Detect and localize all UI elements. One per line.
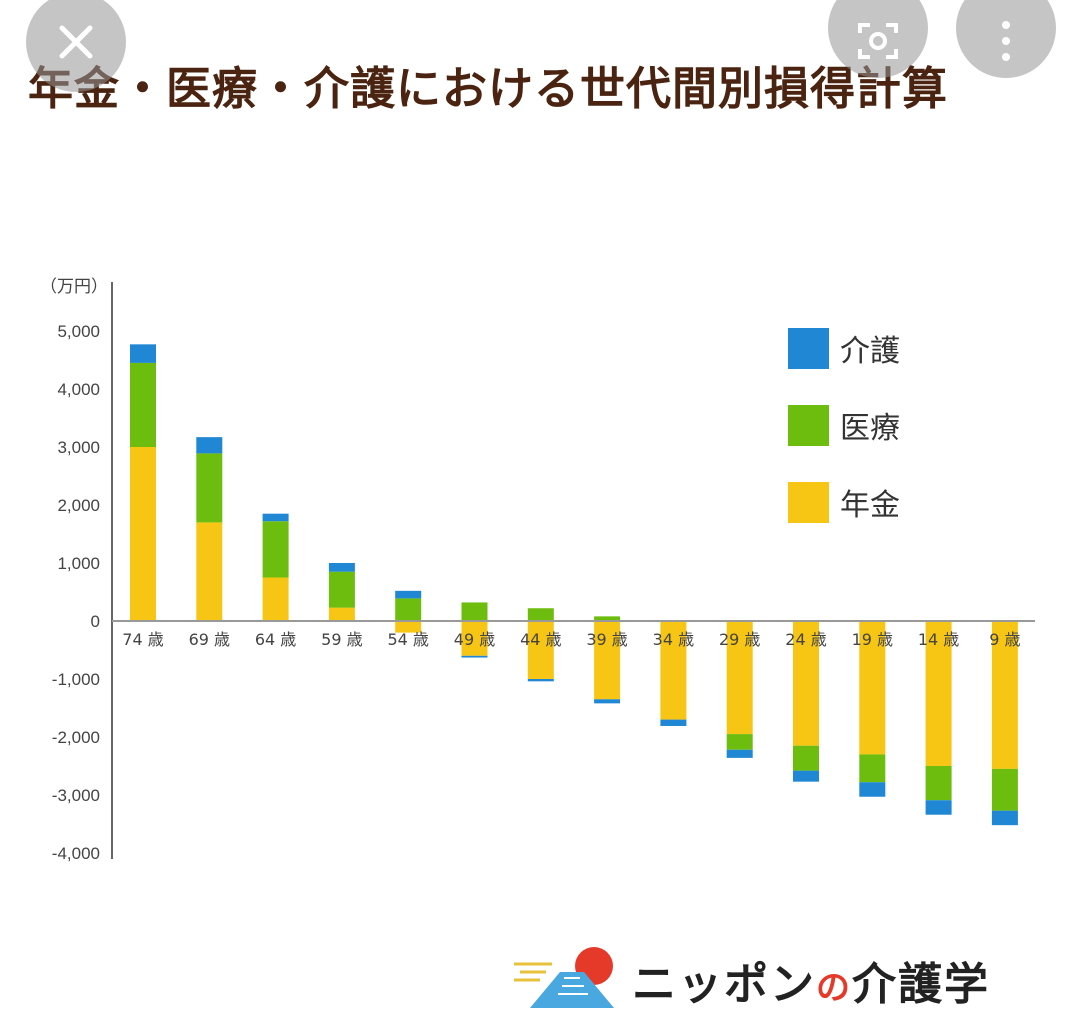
chart-title: 年金・医療・介護における世代間別損得計算 — [28, 62, 949, 115]
x-tick-label: 14 歳 — [918, 630, 959, 649]
x-tick-label: 74 歳 — [122, 630, 163, 649]
legend-label: 年金 — [840, 488, 900, 523]
bar-segment — [395, 621, 422, 633]
logo-text: ニッポンの介護学 — [632, 959, 990, 1010]
bar-segment — [262, 513, 289, 522]
bar-segment — [793, 621, 819, 746]
y-tick-label: -2,000 — [52, 728, 100, 747]
bar-segment — [925, 800, 952, 815]
x-tick-label: 34 歳 — [653, 630, 694, 649]
bar-segment — [726, 734, 753, 750]
x-tick-label: 54 歳 — [387, 630, 428, 649]
bar-segment — [594, 621, 621, 700]
bar-segment — [461, 602, 488, 621]
y-tick-label: -3,000 — [52, 786, 100, 805]
y-tick-label: 0 — [91, 612, 100, 631]
bar-segment — [859, 754, 886, 783]
y-tick-label: 2,000 — [57, 496, 100, 515]
bar-segment — [726, 749, 753, 758]
bar-segment — [660, 621, 687, 720]
x-tick-label: 64 歳 — [255, 630, 296, 649]
bar-segment — [461, 621, 488, 656]
bar-segment — [991, 768, 1018, 811]
bar-segment — [859, 621, 886, 755]
more-options-button[interactable] — [956, 0, 1056, 78]
bar-segment — [859, 782, 886, 797]
lens-button[interactable] — [828, 0, 928, 78]
legend-swatch — [788, 405, 829, 446]
legend-swatch — [788, 328, 829, 369]
close-button[interactable] — [26, 0, 126, 92]
bar-segment — [925, 766, 952, 801]
y-tick-label: 4,000 — [57, 380, 100, 399]
bar-segment — [991, 621, 1018, 769]
bar-segment — [925, 621, 952, 766]
x-tick-label: 9 歳 — [989, 630, 1020, 649]
legend-label: 介護 — [840, 334, 900, 369]
bar-segment — [328, 563, 355, 572]
logo-mountain-sun-icon — [514, 947, 614, 1008]
bar-segment — [130, 344, 156, 363]
bar-segment — [262, 577, 289, 621]
bar-segment — [130, 447, 156, 621]
bar-segment — [793, 770, 819, 782]
bar-segment — [196, 437, 223, 454]
x-tick-label: 49 歳 — [454, 630, 495, 649]
x-tick-label: 44 歳 — [520, 630, 561, 649]
lens-icon — [858, 23, 898, 59]
bar-segment — [395, 590, 422, 599]
close-icon — [59, 25, 93, 59]
bar-segment — [527, 621, 554, 679]
y-tick-label: -4,000 — [52, 844, 100, 863]
x-tick-label: 39 歳 — [586, 630, 627, 649]
legend-swatch — [788, 482, 829, 523]
bar-segment — [328, 607, 355, 621]
bar-segment — [196, 522, 223, 621]
bar-segment — [594, 616, 621, 621]
bar-segment — [262, 521, 289, 578]
bar-segment — [395, 598, 422, 621]
bar-segment — [527, 608, 554, 621]
x-tick-label: 59 歳 — [321, 630, 362, 649]
more-icon — [1002, 21, 1010, 61]
y-tick-label: 5,000 — [57, 322, 100, 341]
y-tick-label: 1,000 — [57, 554, 100, 573]
bar-segment — [991, 810, 1018, 826]
bar-segment — [461, 655, 488, 658]
x-tick-label: 29 歳 — [719, 630, 760, 649]
bar-segment — [793, 745, 819, 771]
bar-segment — [594, 699, 621, 704]
legend-label: 医療 — [840, 411, 900, 446]
site-logo: ニッポンの介護学 — [512, 940, 1052, 1020]
x-tick-label: 19 歳 — [852, 630, 893, 649]
bar-segment — [130, 362, 156, 447]
x-tick-label: 69 歳 — [189, 630, 230, 649]
y-tick-label: 3,000 — [57, 438, 100, 457]
bar-segment — [196, 453, 223, 523]
x-tick-label: 24 歳 — [785, 630, 826, 649]
bar-segment — [726, 621, 753, 735]
bar-segment — [660, 719, 687, 726]
bar-segment — [527, 679, 554, 682]
y-axis-unit-label: （万円） — [40, 277, 108, 296]
y-tick-label: -1,000 — [52, 670, 100, 689]
bar-segment — [328, 571, 355, 608]
